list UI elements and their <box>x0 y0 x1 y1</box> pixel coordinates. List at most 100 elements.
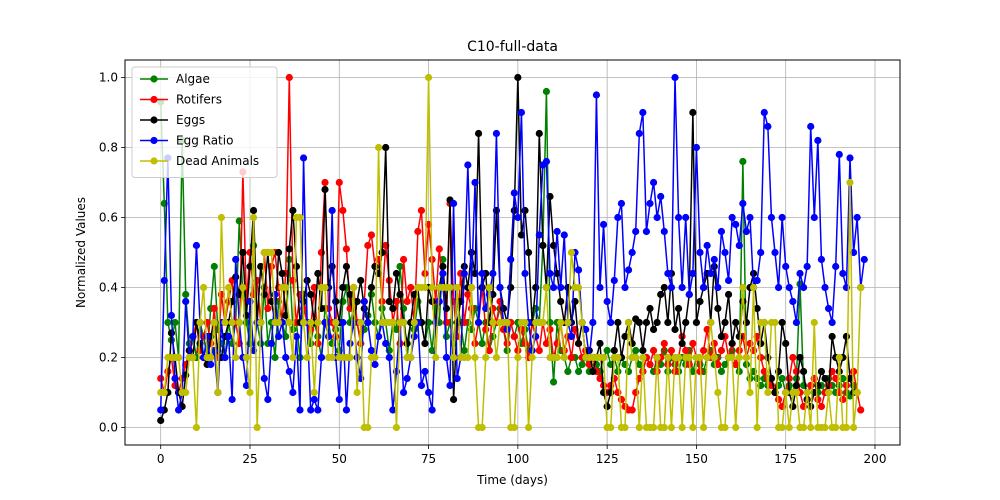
data-point-eggs <box>371 262 379 271</box>
data-point-egg-ratio <box>299 154 308 162</box>
data-point-eggs <box>678 339 686 348</box>
data-point-egg-ratio <box>317 353 326 362</box>
data-point-dead-animals <box>464 353 472 362</box>
data-point-dead-animals <box>349 283 358 292</box>
data-point-eggs <box>382 143 390 152</box>
x-tick-label: 200 <box>864 452 887 466</box>
data-point-egg-ratio <box>639 108 647 117</box>
data-point-eggs <box>403 339 411 348</box>
data-point-egg-ratio <box>439 269 447 278</box>
data-point-dead-animals <box>635 423 643 432</box>
data-point-dead-animals <box>228 318 236 327</box>
data-point-eggs <box>589 367 597 376</box>
data-point-eggs <box>817 367 826 376</box>
data-point-rotifers <box>649 346 658 355</box>
data-point-eggs <box>410 290 418 299</box>
data-point-egg-ratio <box>203 332 211 341</box>
data-point-rotifers <box>717 346 726 355</box>
data-point-egg-ratio <box>292 332 301 341</box>
data-point-egg-ratio <box>560 231 568 239</box>
data-point-rotifers <box>535 346 543 355</box>
data-point-algae <box>442 332 451 341</box>
y-tick-label: 0.2 <box>99 351 118 365</box>
data-point-egg-ratio <box>689 269 697 278</box>
data-point-eggs <box>274 248 283 257</box>
data-point-rotifers <box>314 339 322 348</box>
data-point-egg-ratio <box>624 266 633 274</box>
data-point-eggs <box>603 402 611 411</box>
data-point-rotifers <box>417 206 426 215</box>
data-point-dead-animals <box>332 318 340 327</box>
data-point-dead-animals <box>160 388 168 397</box>
data-point-dead-animals <box>314 318 322 327</box>
data-point-egg-ratio <box>649 178 658 187</box>
data-point-egg-ratio <box>846 154 854 162</box>
data-point-algae <box>271 353 279 362</box>
data-point-dead-animals <box>239 283 247 292</box>
data-point-dead-animals <box>707 318 715 327</box>
data-point-eggs <box>610 346 618 355</box>
data-point-algae <box>549 378 558 386</box>
data-point-egg-ratio <box>424 388 433 397</box>
y-tick-label: 1.0 <box>99 71 118 85</box>
data-point-rotifers <box>839 395 847 404</box>
data-point-dead-animals <box>207 353 215 362</box>
data-point-dead-animals <box>199 283 208 292</box>
data-point-dead-animals <box>764 388 772 397</box>
data-point-algae <box>721 360 729 369</box>
data-point-egg-ratio <box>549 283 558 292</box>
data-point-egg-ratio <box>807 122 815 131</box>
data-point-egg-ratio <box>171 374 179 383</box>
data-point-rotifers <box>321 178 329 187</box>
data-point-egg-ratio <box>728 213 736 222</box>
data-point-rotifers <box>546 325 554 334</box>
data-point-egg-ratio <box>542 157 551 166</box>
data-point-egg-ratio <box>182 297 190 306</box>
data-point-egg-ratio <box>260 374 268 383</box>
data-point-egg-ratio <box>442 353 451 362</box>
data-point-egg-ratio <box>553 227 561 236</box>
data-point-rotifers <box>807 381 815 390</box>
data-point-algae <box>210 262 218 271</box>
data-point-dead-animals <box>660 423 668 432</box>
data-point-algae <box>778 374 786 383</box>
data-point-egg-ratio <box>714 283 722 292</box>
data-point-rotifers <box>264 304 272 313</box>
data-point-dead-animals <box>632 353 640 362</box>
data-point-eggs <box>285 245 293 253</box>
data-point-rotifers <box>482 325 490 334</box>
data-point-eggs <box>549 241 558 250</box>
data-point-eggs <box>796 353 804 362</box>
data-point-rotifers <box>646 360 654 369</box>
data-point-eggs <box>499 304 508 313</box>
data-point-eggs <box>514 73 522 82</box>
data-point-rotifers <box>392 297 401 306</box>
data-point-rotifers <box>317 248 326 257</box>
data-point-egg-ratio <box>732 220 740 229</box>
data-point-dead-animals <box>810 318 818 327</box>
data-point-algae <box>578 360 586 369</box>
data-point-eggs <box>628 339 636 348</box>
data-point-rotifers <box>157 374 165 383</box>
data-point-dead-animals <box>835 353 843 362</box>
legend-label-dead-animals: Dead Animals <box>176 154 259 168</box>
data-point-egg-ratio <box>589 318 597 327</box>
data-point-egg-ratio <box>674 213 683 222</box>
data-point-rotifers <box>689 339 697 348</box>
data-point-dead-animals <box>432 353 440 362</box>
data-point-rotifers <box>467 304 476 313</box>
x-tick-label: 0 <box>157 452 165 466</box>
data-point-dead-animals <box>760 318 768 327</box>
data-point-dead-animals <box>742 353 751 362</box>
data-point-dead-animals <box>449 353 458 362</box>
data-point-egg-ratio <box>307 406 315 414</box>
data-point-egg-ratio <box>264 395 272 404</box>
data-point-egg-ratio <box>428 406 436 414</box>
data-point-dead-animals <box>832 423 840 432</box>
data-point-egg-ratio <box>339 318 347 327</box>
data-point-dead-animals <box>364 423 372 432</box>
legend-swatch-marker-egg-ratio <box>150 136 158 145</box>
data-point-rotifers <box>485 346 493 355</box>
data-point-eggs <box>239 248 247 257</box>
data-point-egg-ratio <box>192 241 201 250</box>
